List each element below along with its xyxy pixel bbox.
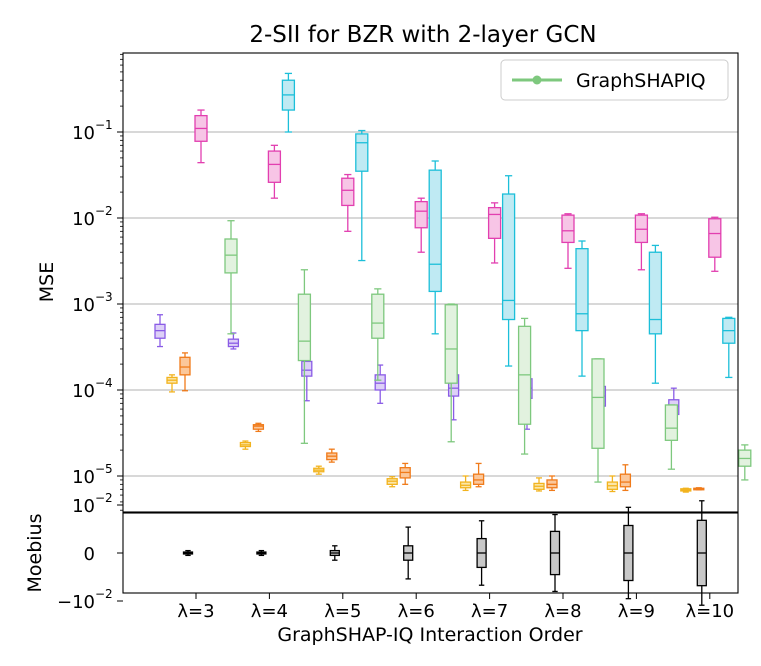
moebius-tick-exponent: −2 [95,587,113,601]
x-axis-label: GraphSHAP-IQ Interaction Order [277,624,582,646]
main-ylabel: MSE [36,262,58,302]
box-body [501,193,516,321]
box-body [648,251,663,335]
box-body [591,358,605,449]
moebius-ylabel: Moebius [24,514,46,593]
moebius-tick-exponent: −2 [95,491,113,505]
box-body [267,150,282,183]
box-body [252,424,265,430]
x-category-label: λ=4 [251,601,288,622]
y-tick-label: 10 [72,467,95,488]
y-tick-label: 10 [72,381,95,402]
box-body [708,218,722,258]
box-body [179,356,191,376]
box-body [224,238,238,274]
moebius-tick-label: 0 [84,544,95,565]
y-tick-exponent: −5 [95,462,113,476]
y-tick-exponent: −4 [95,376,113,390]
main-y-ticks: 10−110−210−310−410−5 [72,53,123,511]
y-tick-label: 10 [72,209,95,230]
x-category-label: λ=6 [398,601,435,622]
chart-title: 2-SII for BZR with 2-layer GCN [249,22,596,48]
x-category-label: λ=10 [685,601,734,622]
moebius-box-plots [182,500,707,606]
box-body [444,304,458,384]
y-tick-label: 10 [72,123,95,144]
moebius-tick-label: 10 [72,496,95,517]
y-tick-exponent: −2 [95,204,113,218]
box-body [619,473,632,488]
legend-frame [500,59,729,101]
legend-label: GraphSHAPIQ [576,70,706,92]
main-box-plots [154,72,752,493]
box-body [374,374,386,391]
x-category-label: λ=3 [177,601,214,622]
box-body [472,473,485,485]
x-category-label: λ=5 [324,601,361,622]
box-body [428,169,442,293]
box-body [664,404,679,441]
box-body [487,206,502,239]
y-tick-exponent: −3 [95,290,113,304]
x-category-label: λ=7 [471,601,508,622]
main-axes-frame [122,52,739,513]
moebius-tick-label: −10 [57,592,95,613]
box-body [341,177,355,207]
y-tick-label: 10 [72,295,95,316]
box-body [575,248,589,332]
box-body [371,293,385,339]
legend-dot-marker [532,75,542,85]
moebius-y-ticks: 10 −20−10 −2 [57,491,123,613]
legend: GraphSHAPIQ [500,59,729,101]
box-body [355,133,369,172]
x-category-label: λ=9 [618,601,655,622]
y-tick-exponent: −1 [95,118,113,132]
box-body [297,293,312,362]
x-category-labels: λ=3 λ=4 λ=5 λ=6 λ=7 λ=8 λ=9 λ=10 [177,593,734,622]
box-body [414,200,428,229]
box-body [561,214,575,244]
box-body [301,360,313,377]
x-category-label: λ=8 [544,601,581,622]
